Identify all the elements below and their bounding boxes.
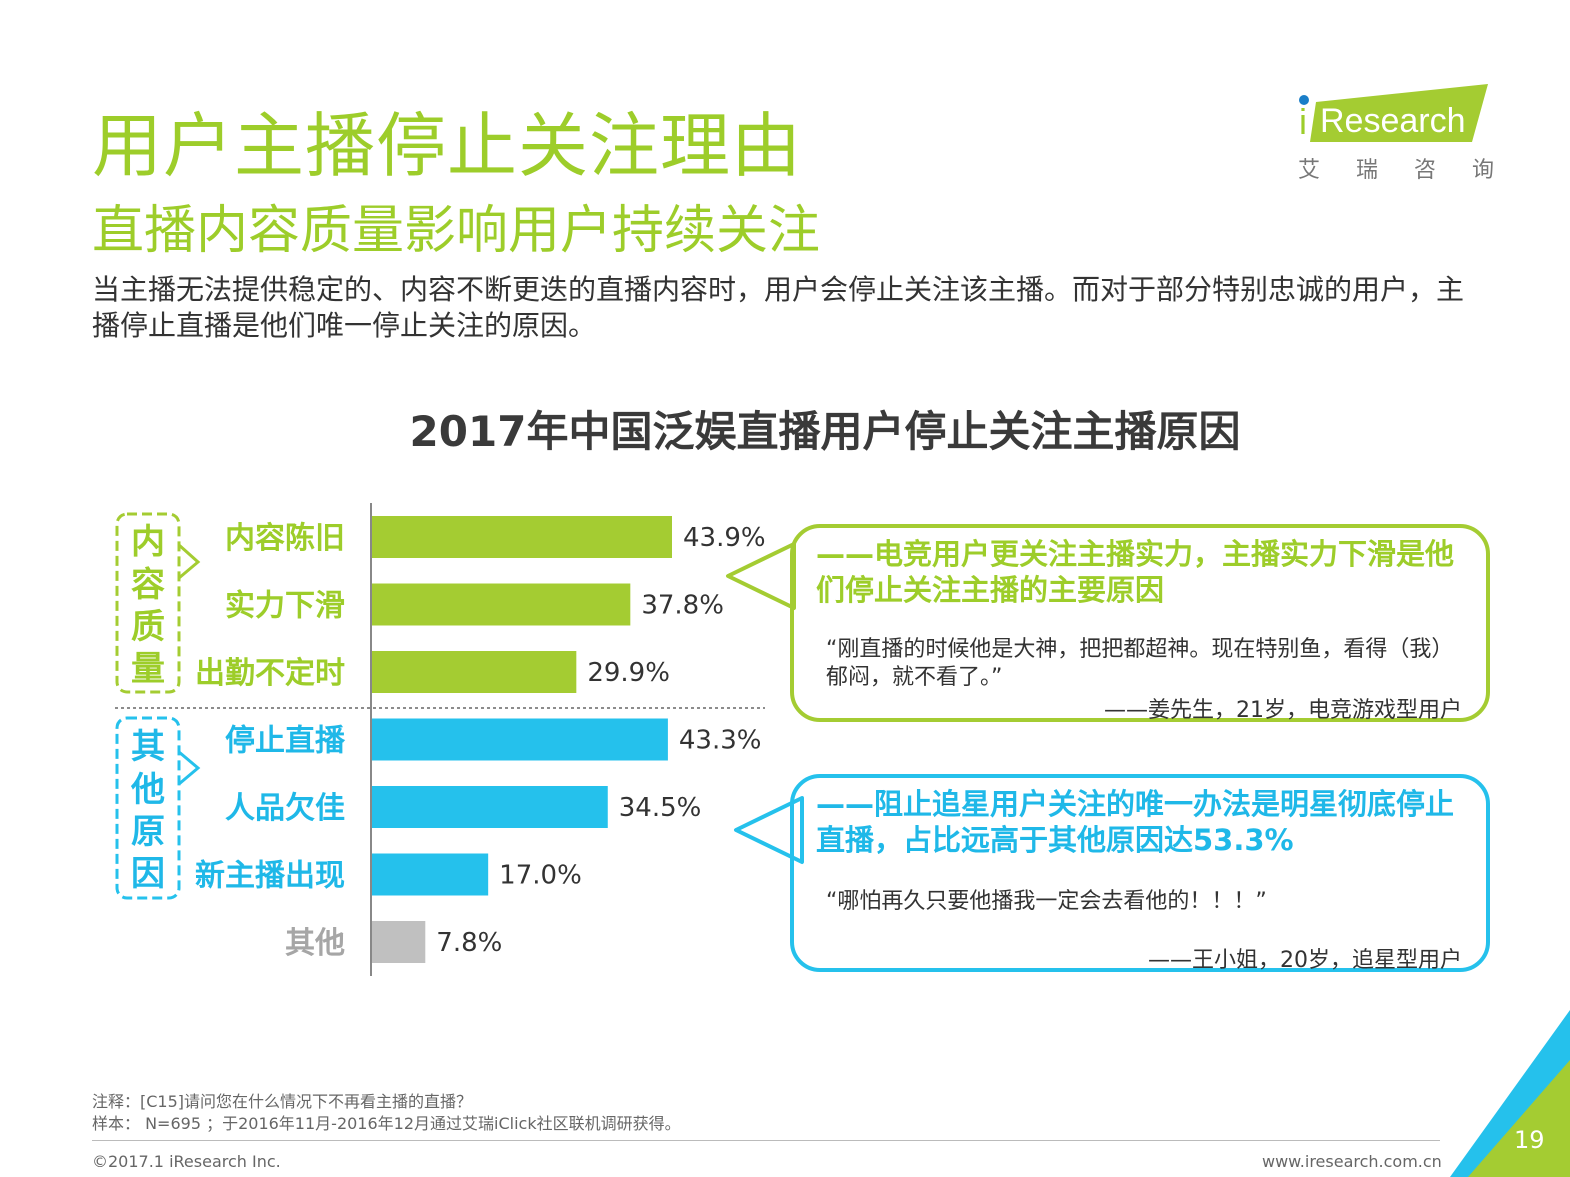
bars-layer: 内容陈旧 43.9% 实力下滑 37.8% 出勤不定时 29.9% 停止直播 43.3% 人品欠… xyxy=(195,516,766,963)
logo-cn-char: 咨 xyxy=(1413,158,1436,183)
website-link[interactable]: www.iresearch.com.cn xyxy=(1262,1152,1442,1171)
page-subtitle: 直播内容质量影响用户持续关注 xyxy=(92,201,821,261)
bar-2 xyxy=(372,583,631,626)
value-label: 43.9% xyxy=(683,523,766,553)
category-label: 出勤不定时 xyxy=(195,656,345,691)
callout-headline: ——电竞用户更关注主播实力，主播实力下滑是他们停止关注主播的主要原因 xyxy=(816,537,1455,607)
group-char: 量 xyxy=(131,649,165,689)
callout-pointer-1 xyxy=(726,542,796,610)
value-label: 37.8% xyxy=(641,591,724,621)
category-label: 内容陈旧 xyxy=(225,521,345,556)
group-char: 质 xyxy=(131,607,165,647)
logo-cn-char: 瑞 xyxy=(1355,158,1378,183)
value-label: 34.5% xyxy=(619,793,702,823)
callout-quote: “刚直播的时候他是大神，把把都超神。现在特别鱼，看得（我）郁闷，就不看了。” xyxy=(826,637,1454,690)
category-label: 停止直播 xyxy=(225,724,346,759)
callout-attribution: ——姜先生，21岁，电竞游戏型用户 xyxy=(1104,698,1462,723)
group-char: 因 xyxy=(131,854,165,894)
group-char: 容 xyxy=(131,565,165,605)
callout-pointer-2 xyxy=(734,796,804,864)
iresearch-logo: i Research xyxy=(1299,84,1488,142)
chart-title: 2017年中国泛娱直播用户停止关注主播原因 xyxy=(409,407,1241,456)
bar-5 xyxy=(372,786,608,828)
bar-7 xyxy=(372,921,426,963)
group-box-content-quality xyxy=(115,512,181,694)
group-char: 原 xyxy=(131,812,165,852)
value-label: 7.8% xyxy=(436,928,502,958)
group-char: 其 xyxy=(131,727,165,767)
logo-cn-char: 艾 xyxy=(1298,158,1321,183)
category-label: 实力下滑 xyxy=(225,589,345,624)
value-label: 17.0% xyxy=(499,861,582,891)
value-label: 29.9% xyxy=(587,658,670,688)
group-char: 内 xyxy=(131,522,165,562)
group-chars-content-quality: 内 容 质 量 xyxy=(131,522,165,689)
callout-esports: ——电竞用户更关注主播实力，主播实力下滑是他们停止关注主播的主要原因 “刚直播的… xyxy=(790,524,1490,723)
group-box-other-reasons xyxy=(115,716,181,900)
callout-fans: ——阻止追星用户关注的唯一办法是明星彻底停止直播，占比远高于其他原因达53.3%… xyxy=(790,774,1490,973)
callout-attribution: ——王小姐，20岁，追星型用户 xyxy=(1148,948,1462,973)
group-brace-other-reasons xyxy=(178,750,201,786)
bar-3 xyxy=(372,651,577,693)
page-number: 19 xyxy=(1514,1126,1545,1154)
callout-quote: “哪怕再久只要他播我一定会去看他的！！！” xyxy=(826,889,1267,914)
logo-cn-char: 询 xyxy=(1471,158,1494,183)
group-brace-content-quality xyxy=(177,543,201,580)
logo-brand-i: i xyxy=(1299,101,1307,142)
category-label: 新主播出现 xyxy=(195,859,345,894)
logo-brand-text: Research xyxy=(1320,102,1466,140)
category-label: 人品欠佳 xyxy=(225,791,345,826)
footer-sample: 样本： N=695 ；于2016年11月-2016年12月通过艾瑞iClick社… xyxy=(92,1114,681,1133)
bar-4 xyxy=(372,718,668,761)
page-description: 当主播无法提供稳定的、内容不断更迭的直播内容时，用户会停止关注该主播。而对于部分… xyxy=(92,273,1465,342)
logo-chinese: 艾 瑞 咨 询 xyxy=(1298,152,1494,184)
footer-note: 注释：[C15]请问您在什么情况下不再看主播的直播？ xyxy=(92,1092,473,1111)
group-char: 他 xyxy=(130,770,165,810)
group-chars-other-reasons: 其 他 原 因 xyxy=(130,727,165,894)
bar-6 xyxy=(372,853,489,896)
copyright: ©2017.1 iResearch Inc. xyxy=(92,1152,281,1171)
bar-1 xyxy=(372,516,672,558)
value-label: 43.3% xyxy=(679,726,762,756)
footer-divider xyxy=(92,1140,1440,1141)
callout-headline: ——阻止追星用户关注的唯一办法是明星彻底停止直播，占比远高于其他原因达53.3% xyxy=(816,787,1455,857)
category-label: 其他 xyxy=(285,926,345,961)
page-title: 用户主播停止关注理由 xyxy=(92,105,802,187)
